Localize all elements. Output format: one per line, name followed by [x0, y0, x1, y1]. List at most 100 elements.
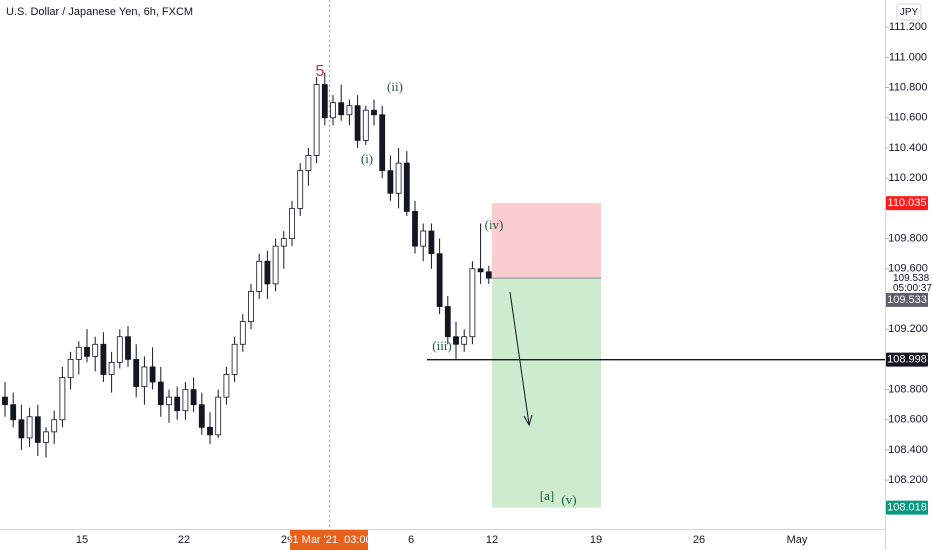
candle-body [387, 170, 394, 194]
candle-body [444, 306, 451, 338]
y-tick-label: 110.600 [889, 112, 928, 124]
target-price-label-box [886, 500, 928, 515]
candle-body [190, 389, 197, 406]
candle-body [346, 105, 353, 116]
stop-price-label-box [886, 196, 928, 211]
wave-label: (v) [561, 492, 576, 507]
currency-label[interactable]: JPY [900, 7, 919, 18]
currency-box[interactable] [896, 3, 922, 21]
y-tick-label: 111.200 [889, 21, 927, 33]
candle-body [338, 102, 345, 116]
y-tick-label: 109.600 [888, 263, 928, 275]
candle-body [321, 84, 328, 119]
last-price-label: 109.538 [893, 273, 930, 284]
y-tick-label: 110.800 [889, 81, 928, 93]
y-tick-label: 110.200 [889, 172, 928, 184]
x-tick-label: 12 [486, 534, 498, 546]
candle-body [280, 238, 287, 247]
candle-body [412, 210, 418, 247]
arrow-head [523, 414, 533, 427]
candle-body [256, 260, 263, 292]
candle-body [354, 105, 361, 141]
candle-body [420, 230, 427, 247]
candle-body [198, 404, 205, 428]
candle-body [223, 374, 230, 398]
candle-body [75, 346, 82, 360]
wave-label: [a] [540, 488, 554, 503]
candle-body [403, 162, 410, 212]
candle-body [100, 343, 107, 375]
candle-body [166, 396, 172, 406]
wave-label: (iii) [432, 338, 452, 353]
candle-body [485, 271, 492, 279]
chart-title: U.S. Dollar / Japanese Yen, 6h, FXCM [6, 6, 193, 18]
candle-body [34, 416, 41, 443]
candle-body [289, 207, 295, 239]
y-tick-label: 108.400 [888, 444, 928, 456]
candle-body [248, 291, 254, 323]
projection-arrow [509, 291, 530, 425]
candle-body [67, 358, 74, 378]
candle-body [272, 245, 279, 285]
y-tick-label: 108.200 [888, 474, 928, 486]
candle-body [264, 260, 271, 285]
candle-body [313, 84, 320, 156]
target-zone [492, 278, 601, 508]
support-price-label-box [886, 352, 928, 367]
candle-body [10, 404, 17, 421]
candle-body [297, 170, 304, 209]
x-tick-label: 22 [178, 534, 190, 546]
y-tick-label: 111.000 [889, 51, 927, 63]
countdown: 05:00:37 [893, 283, 932, 294]
candle-body [453, 336, 459, 345]
stop-price-label: 110.035 [888, 197, 927, 209]
x-tick-label: 26 [693, 534, 705, 546]
bid-price-label: 109.533 [887, 294, 927, 306]
wave-label: (iv) [485, 217, 504, 232]
x-tick-label: 15 [76, 534, 88, 546]
candle-body [51, 419, 58, 433]
x-tick-label: May [787, 534, 808, 546]
candle-body [305, 155, 312, 172]
candle-body [2, 396, 8, 406]
crosshair-label: 31 Mar '21 03:00 [286, 534, 371, 546]
candle-body [174, 396, 181, 412]
wave-label: 5 [316, 63, 325, 80]
crosshair-label-box [290, 530, 368, 550]
y-tick-label: 109.200 [888, 323, 928, 335]
stop-zone [492, 203, 601, 279]
candle-body [379, 114, 386, 172]
candle-body [371, 109, 377, 116]
candle-body [469, 268, 476, 338]
x-tick-label: 6 [408, 534, 414, 546]
candle-body [428, 230, 435, 255]
candle-body [330, 102, 336, 119]
candle-body [461, 336, 468, 345]
candle-body [43, 431, 49, 443]
candle-body [477, 268, 484, 273]
bid-price-box [886, 292, 928, 307]
candle-body [157, 381, 164, 406]
candle-body [239, 321, 246, 345]
wave-label: (ii) [387, 79, 403, 94]
candle-body [215, 396, 222, 436]
candle-body [182, 389, 189, 412]
candle-body [436, 253, 443, 307]
y-tick-label: 109.800 [888, 232, 928, 244]
candle-body [92, 343, 99, 357]
candle-body [231, 343, 238, 375]
candle-body [395, 162, 402, 194]
y-tick-label: 110.400 [889, 142, 928, 154]
candle-body [125, 336, 131, 360]
candle-body [362, 109, 369, 141]
candle-body [59, 377, 66, 421]
wave-label: (i) [361, 151, 373, 166]
candle-body [116, 336, 123, 363]
candle-body [133, 358, 140, 387]
candle-body [18, 419, 25, 439]
y-tick-label: 108.800 [888, 383, 928, 395]
candle-body [84, 346, 90, 357]
x-tick-label: 19 [590, 534, 602, 546]
